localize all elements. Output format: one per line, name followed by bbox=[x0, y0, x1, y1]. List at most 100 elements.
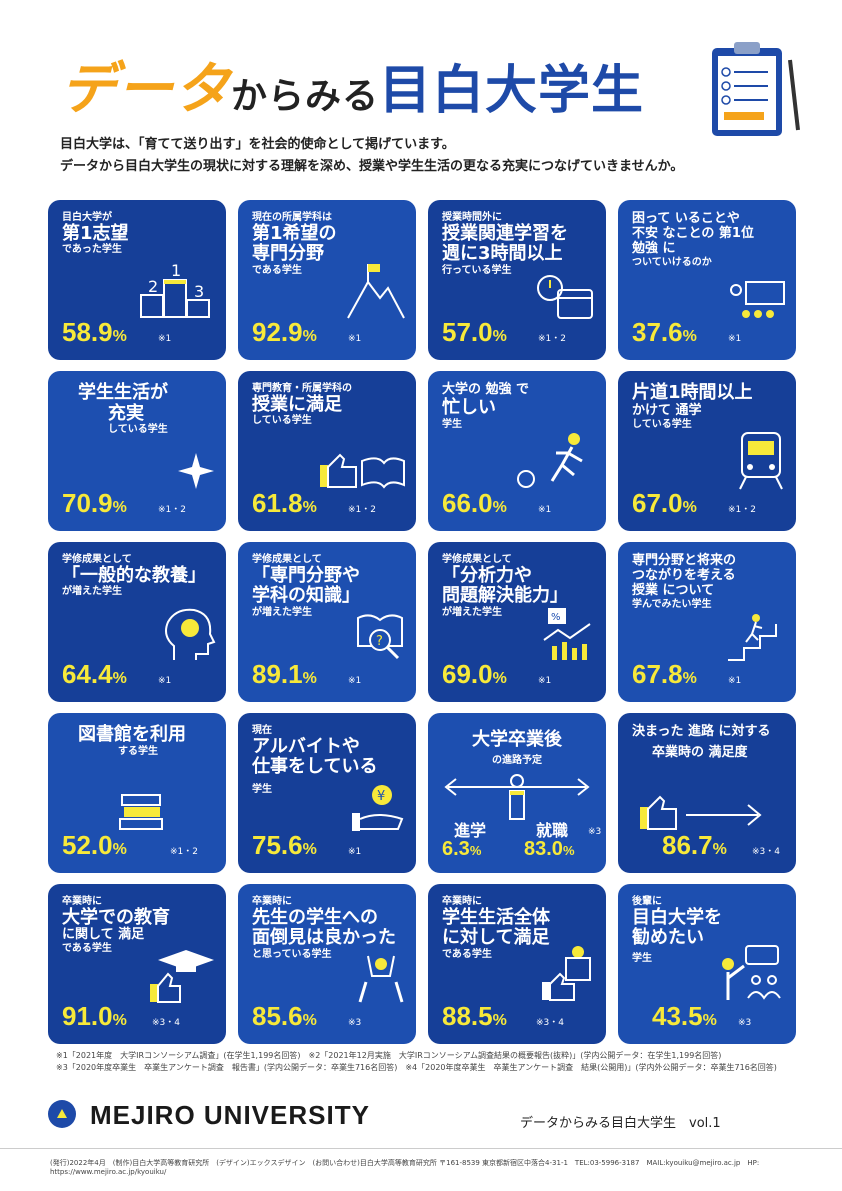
card-headline: 不安 なことの 第1位 bbox=[632, 225, 754, 241]
card-headline: 「分析力や bbox=[442, 564, 532, 586]
card-headline: 決まった 進路 に対する bbox=[632, 724, 771, 739]
card-label: が増えた学生 bbox=[442, 606, 502, 618]
card-headline: 困って いることや bbox=[632, 211, 740, 226]
stat-percent: 75.6% bbox=[252, 830, 317, 860]
card-headline: 面倒見は良かった bbox=[252, 927, 396, 949]
card-headline: 学生生活全体 bbox=[442, 906, 550, 928]
card-part-time-job: 現在 アルバイトや 仕事をしている 学生 ¥ 75.6% ※1 bbox=[238, 713, 416, 873]
card-label: 後輩に bbox=[632, 896, 662, 907]
stat-percent: 89.1% bbox=[252, 659, 317, 689]
card-label: 現在の所属学科は bbox=[252, 212, 332, 223]
footnote-ref: ※1 bbox=[348, 847, 362, 857]
chart-analysis-icon: % bbox=[543, 608, 591, 660]
card-label: であった学生 bbox=[62, 244, 122, 256]
card-headline: 授業 について bbox=[632, 582, 715, 598]
footnote-ref: ※1・2 bbox=[170, 847, 198, 857]
thumbs-up-book-icon bbox=[320, 453, 405, 489]
people-cheer-icon bbox=[358, 955, 404, 1003]
footnote-ref: ※1 bbox=[158, 334, 172, 344]
card-teacher-care: 卒業時に 先生の学生への 面倒見は良かった と思っている学生 85.6% ※3 bbox=[238, 884, 416, 1044]
card-education-satisfaction: 卒業時に 大学での教育 に関して 満足 である学生 91.0% ※3・4 bbox=[48, 884, 226, 1044]
title-part1: データ bbox=[60, 57, 231, 122]
footnote-ref: ※1・2 bbox=[348, 505, 376, 515]
card-label: 卒業時に bbox=[62, 896, 102, 907]
card-headline: 仕事をしている bbox=[252, 756, 378, 778]
stat-percent: 85.6% bbox=[252, 1001, 317, 1031]
card-label: である学生 bbox=[252, 264, 302, 276]
intro-text: 目白大学は、「育てて送り出す」を社会的使命として掲げています。 データから目白大… bbox=[60, 134, 683, 178]
card-label: 学修成果として bbox=[442, 554, 512, 565]
university-logo bbox=[48, 1100, 76, 1128]
further-study-label: 進学 bbox=[454, 821, 487, 840]
stat-percent: 64.4% bbox=[62, 659, 127, 689]
card-label: 卒業時に bbox=[442, 896, 482, 907]
card-headline: 大学での教育 bbox=[62, 906, 170, 928]
card-headline: 専門分野と将来の bbox=[632, 553, 737, 568]
stat-percent: 37.6% bbox=[632, 317, 697, 347]
card-headline: 先生の学生への bbox=[252, 906, 378, 928]
svg-text:1: 1 bbox=[171, 261, 181, 280]
intro-line2: データから目白大学生の現状に対する理解を深め、授業や学生生活の更なる充実につなげ… bbox=[60, 159, 684, 174]
card-label: 学生 bbox=[632, 952, 652, 964]
stat-percent: 66.0% bbox=[442, 488, 507, 518]
card-label: している学生 bbox=[252, 415, 312, 427]
thumbs-up-arrow-icon bbox=[640, 795, 762, 830]
card-label: している学生 bbox=[108, 424, 168, 436]
footnote-ref: ※3・4 bbox=[752, 847, 780, 857]
card-headline: 卒業時の 満足度 bbox=[652, 744, 748, 760]
card-label: 授業時間外に bbox=[442, 212, 502, 223]
stat-percent: 69.0% bbox=[442, 659, 507, 689]
card-headline: に対して満足 bbox=[442, 927, 550, 949]
presenter-audience-icon bbox=[722, 945, 781, 1000]
footnote-ref: ※1 bbox=[158, 676, 172, 686]
stat-percent: 91.0% bbox=[62, 1001, 127, 1031]
footer-divider bbox=[0, 1148, 842, 1149]
mountain-flag-icon bbox=[347, 264, 405, 319]
card-worries: 困って いることや 不安 なことの 第1位 勉強 についていけるのか 37.6% ※… bbox=[618, 200, 796, 360]
card-headline: 学科の知識」 bbox=[252, 585, 360, 607]
card-career-satisfaction: 決まった 進路 に対する 卒業時の 満足度 86.7% ※3・4 bbox=[618, 713, 796, 873]
sparkle-icon bbox=[178, 453, 214, 489]
card-headline: 週に3時間以上 bbox=[442, 243, 563, 265]
card-headline: に関して 満足 bbox=[62, 927, 145, 943]
card-label: 目白大学が bbox=[62, 212, 112, 223]
footnote-ref: ※1・2 bbox=[728, 505, 756, 515]
footnote-ref: ※1 bbox=[348, 676, 362, 686]
footnote-ref: ※1 bbox=[538, 676, 552, 686]
stat-percent: 92.9% bbox=[252, 317, 317, 347]
card-label: である学生 bbox=[62, 943, 112, 955]
footnote-ref: ※1・2 bbox=[538, 334, 566, 344]
further-study-percent: 6.3% bbox=[442, 838, 482, 860]
card-label: 学生 bbox=[442, 418, 462, 430]
series-title: データからみる目白大学生 vol.1 bbox=[520, 1116, 721, 1131]
stat-percent: 43.5% bbox=[652, 1001, 717, 1031]
path-arrows-icon bbox=[444, 774, 590, 820]
podium-icon: 213 bbox=[140, 261, 210, 318]
title-part3: 目白大学生 bbox=[379, 61, 645, 121]
card-label: の進路予定 bbox=[492, 755, 542, 766]
card-label: 行っている学生 bbox=[442, 264, 512, 276]
footnote-ref: ※3・4 bbox=[536, 1018, 564, 1028]
svg-text:3: 3 bbox=[194, 282, 204, 301]
running-person-icon bbox=[517, 433, 583, 488]
card-label: 学修成果として bbox=[252, 554, 322, 565]
card-headline: 勧めたい bbox=[632, 927, 704, 949]
card-library: 図書館を利用 する学生 52.0% ※1・2 bbox=[48, 713, 226, 873]
card-headline: 目白大学を bbox=[632, 906, 722, 928]
card-label: 学生 bbox=[252, 783, 272, 795]
footnote-ref: ※1 bbox=[728, 676, 742, 686]
footnote-ref: ※3・4 bbox=[152, 1018, 180, 1028]
graduation-cap-thumbs-icon bbox=[150, 950, 214, 1003]
card-fulfilling-life: 学生生活が 充実 している学生 70.9% ※1・2 bbox=[48, 371, 226, 531]
stat-percent: 58.9% bbox=[62, 317, 127, 347]
card-commute: 片道1時間以上 かけて 通学 している学生 67.0% ※1・2 bbox=[618, 371, 796, 531]
card-label: 学修成果として bbox=[62, 554, 132, 565]
card-headline: 第1希望の bbox=[252, 222, 337, 244]
card-headline: 専門分野 bbox=[252, 243, 324, 265]
intro-line1: 目白大学は、「育てて送り出す」を社会的使命として掲げています。 bbox=[60, 137, 455, 152]
card-label: 現在 bbox=[252, 725, 272, 736]
card-career-classes: 専門分野と将来の つながりを考える 授業 について 学んでみたい学生 67.8% ※1 bbox=[618, 542, 796, 702]
books-stack-icon bbox=[119, 794, 163, 830]
footnote-3: ※3「2020年度卒業生 卒業生アンケート調査 報告書」(学内公開データ：卒業生… bbox=[56, 1063, 398, 1072]
